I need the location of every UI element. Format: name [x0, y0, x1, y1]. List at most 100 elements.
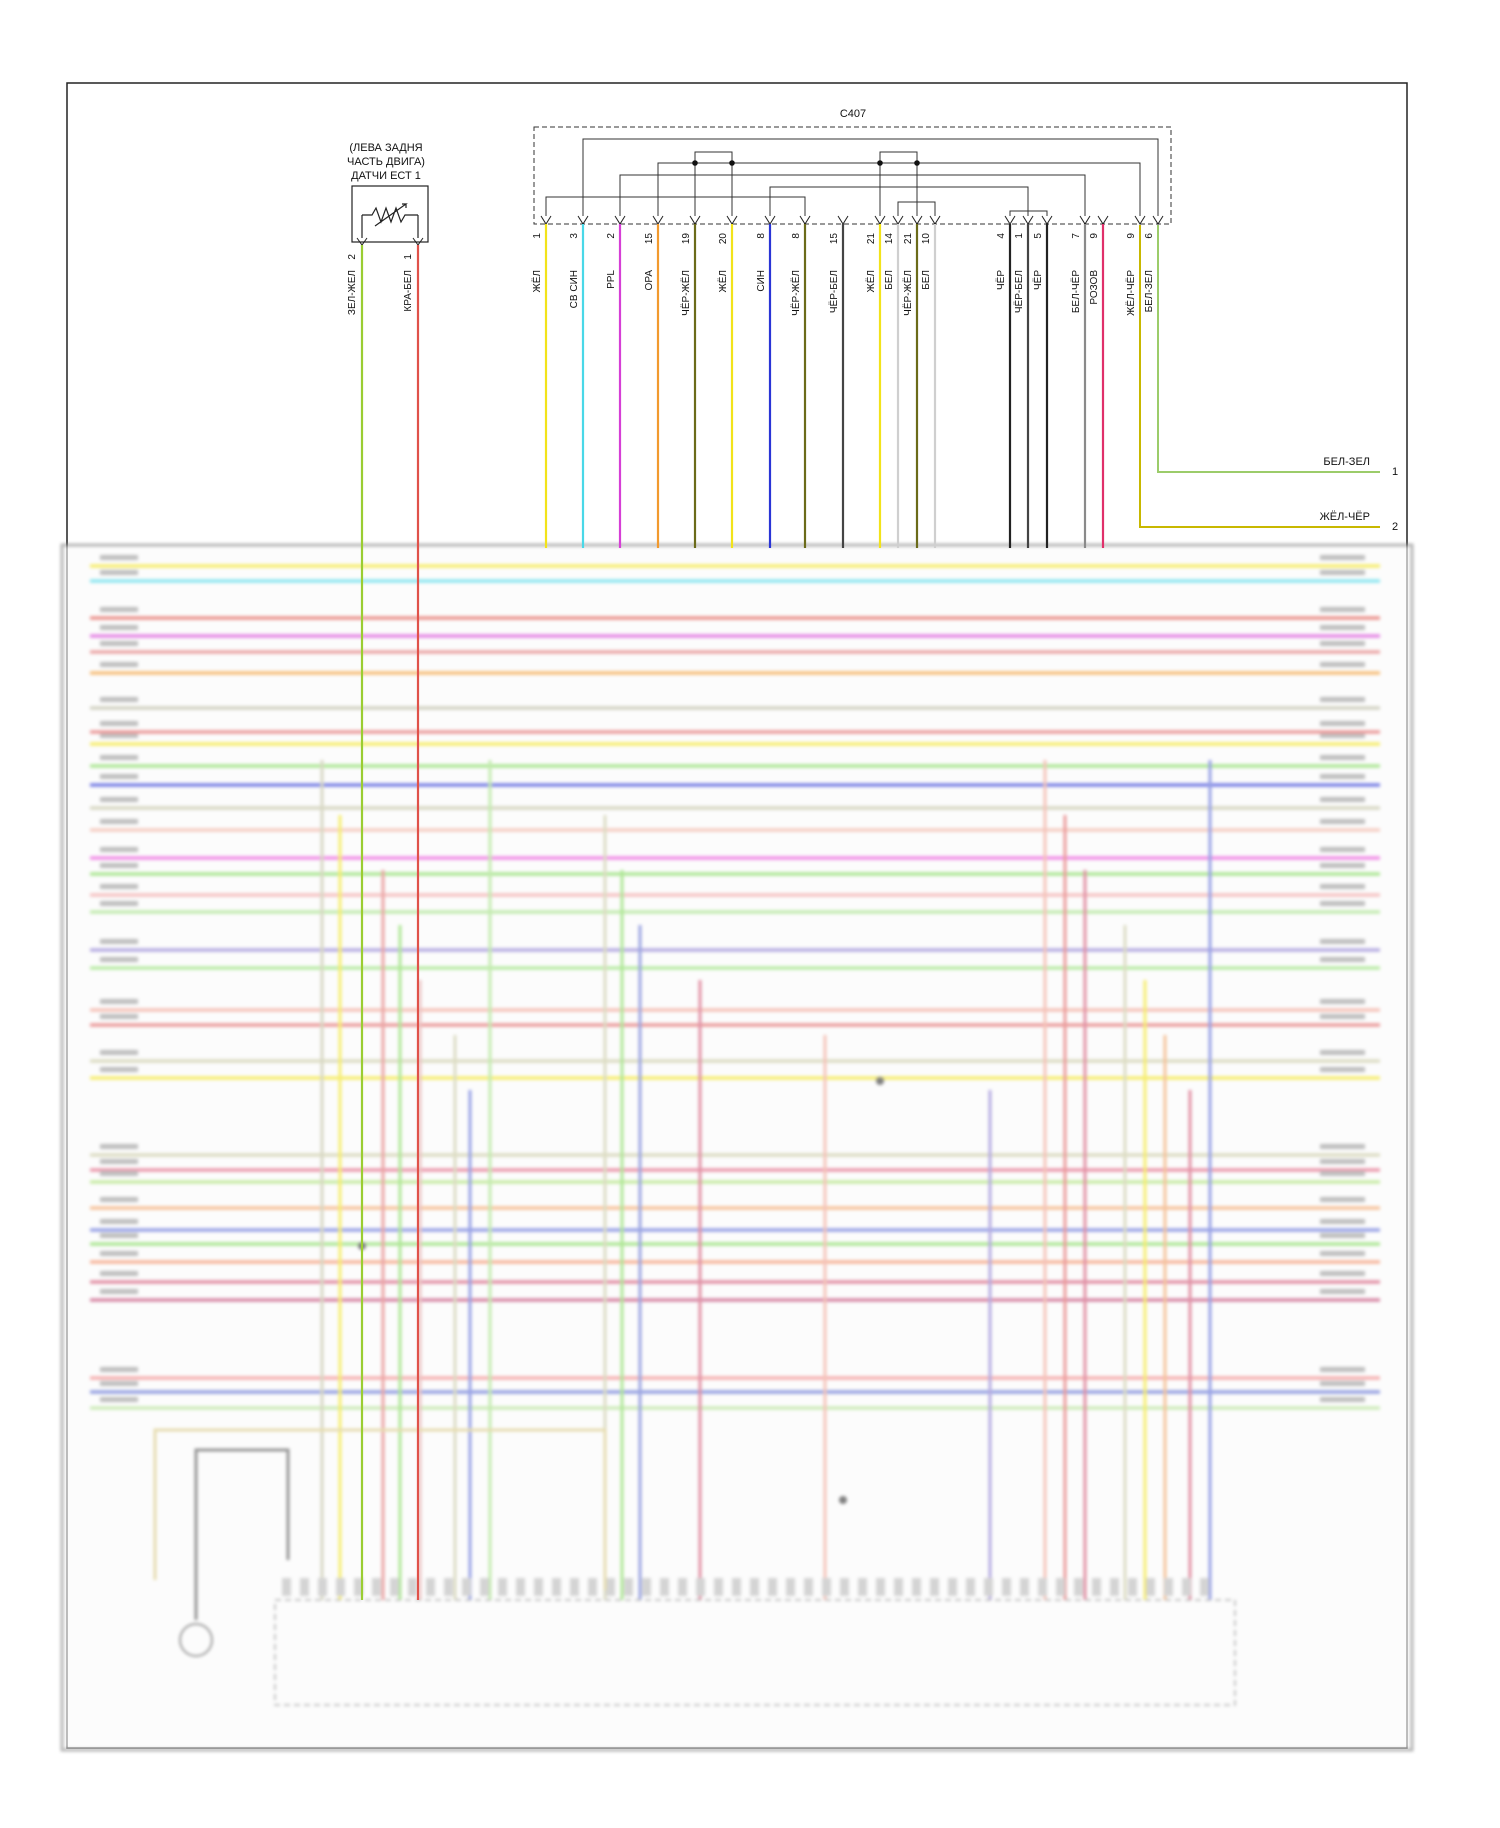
ecm-pin	[534, 1578, 543, 1596]
ecm-pin	[1164, 1578, 1173, 1596]
c407-label: C407	[840, 108, 866, 120]
c407-pin-terminal	[799, 215, 811, 225]
c407-pin-terminal	[1152, 215, 1164, 225]
c407-pin-number: 6	[1144, 233, 1155, 239]
right-outputs: БЕЛ-ЗЕЛ 1 ЖЁЛ-ЧЁР 2	[1139, 225, 1398, 533]
c407-pin-number: 9	[1089, 233, 1100, 239]
c407-pin-number: 1	[1014, 233, 1025, 239]
ecm-pin	[588, 1578, 597, 1596]
c407-pin-number: 7	[1071, 233, 1082, 239]
c407-pin-terminal	[540, 215, 552, 225]
ecm-pin	[912, 1578, 921, 1596]
harness-label-blur	[1320, 1067, 1365, 1072]
harness-label-blur	[1320, 847, 1365, 852]
c407-pin-terminal	[577, 215, 589, 225]
harness-label-blur	[100, 1251, 138, 1256]
harness-label-blur	[100, 957, 138, 962]
output-1-pin: 1	[1392, 466, 1398, 478]
harness-label-blur	[1320, 1171, 1365, 1176]
harness-label-blur	[100, 721, 138, 726]
c407-pin-number: 9	[1126, 233, 1137, 239]
c407-wire-color-label: БЕЛ-ЗЕЛ	[1144, 270, 1155, 312]
c407-pin-number: 5	[1033, 233, 1044, 239]
c407-wire-color-label: PPL	[606, 270, 617, 289]
harness-label-blur	[1320, 607, 1365, 612]
harness-label-blur	[100, 1233, 138, 1238]
ecm-pin	[984, 1578, 993, 1596]
sensor-wire-color-label: ЗЕЛ-ЖЕЛ	[347, 270, 358, 315]
harness-lines	[90, 555, 1380, 1410]
harness-label-blur	[100, 884, 138, 889]
c407-pin-number: 10	[921, 233, 932, 245]
harness-label-blur	[1320, 1367, 1365, 1372]
c407-pin-number: 15	[644, 233, 655, 245]
c407-pin-terminal	[726, 215, 738, 225]
ecm-pin	[354, 1578, 363, 1596]
ecm-pin	[660, 1578, 669, 1596]
ecm-pin	[1146, 1578, 1155, 1596]
harness-label-blur	[1320, 1233, 1365, 1238]
splice-dot	[877, 160, 883, 166]
harness-label-blur	[100, 847, 138, 852]
harness-label-blur	[1320, 884, 1365, 889]
c407-wire-color-label: БЕЛ-ЧЁР	[1070, 270, 1082, 313]
c407-pin-terminal	[1097, 215, 1109, 225]
ecm-pin	[642, 1578, 651, 1596]
ecm-pin	[750, 1578, 759, 1596]
harness-label-blur	[100, 819, 138, 824]
c407-internal-link	[619, 174, 1086, 216]
harness-label-blur	[100, 901, 138, 906]
c407-pin-number: 14	[884, 233, 895, 245]
ecm-pin	[840, 1578, 849, 1596]
c407-wire-color-label: ЧЁР-БЕЛ	[828, 270, 840, 313]
ecm-pin	[606, 1578, 615, 1596]
harness-label-blur	[100, 641, 138, 646]
harness-label-blur	[1320, 1159, 1365, 1164]
thermistor-symbol	[361, 203, 419, 238]
c407-pin-terminal	[652, 215, 664, 225]
ecm-pin	[876, 1578, 885, 1596]
harness-label-blur	[1320, 755, 1365, 760]
harness-label-blur	[1320, 1014, 1365, 1019]
harness-label-blur	[1320, 1289, 1365, 1294]
c407-internal-link	[694, 151, 733, 216]
c407-wire-color-label: ЧЁР	[1032, 270, 1044, 290]
splice-dot	[692, 160, 698, 166]
ecm-pin	[624, 1578, 633, 1596]
c407-wire-color-label: БЕЛ	[884, 270, 895, 290]
harness-label-blur	[1320, 957, 1365, 962]
c407-pin-terminal	[1041, 215, 1053, 225]
ecm-pin	[804, 1578, 813, 1596]
c407-pin-terminal	[614, 215, 626, 225]
harness-label-blur	[100, 570, 138, 575]
ecm-pin	[786, 1578, 795, 1596]
ecm-pin	[1038, 1578, 1047, 1596]
harness-label-blur	[100, 999, 138, 1004]
harness-label-blur	[1320, 625, 1365, 630]
c407-pin-terminal	[874, 215, 886, 225]
ecm-pin	[498, 1578, 507, 1596]
harness-label-blur	[100, 1067, 138, 1072]
harness-label-blur	[1320, 939, 1365, 944]
ecm-pin	[372, 1578, 381, 1596]
c407-pin-number: 3	[569, 233, 580, 239]
sensor-title-2: ЧАСТЬ ДВИГА)	[347, 156, 425, 168]
c407-pin-terminal	[929, 215, 941, 225]
c407-wire-color-label: ЖЁЛ	[531, 270, 543, 292]
ecm-pin	[1056, 1578, 1065, 1596]
c407-internal-link	[545, 196, 806, 216]
harness-label-blur	[100, 607, 138, 612]
ecm-pin	[714, 1578, 723, 1596]
c407-wire-color-label: ЧЁР-ЖЁЛ	[902, 270, 914, 316]
c407-internal-link	[657, 162, 1141, 216]
ecm-pin	[1002, 1578, 1011, 1596]
c407-wire-color-label: ЧЁР-ЖЁЛ	[790, 270, 802, 316]
ecm-pin	[552, 1578, 561, 1596]
harness-label-blur	[100, 1144, 138, 1149]
c407-internal-link	[879, 151, 918, 216]
harness-label-blur	[100, 797, 138, 802]
c407-pin-terminal	[1079, 215, 1091, 225]
harness-label-blur	[100, 755, 138, 760]
sensor-title-3: ДАТЧИ ЕСТ 1	[351, 170, 421, 182]
c407-pin-number: 2	[606, 233, 617, 239]
